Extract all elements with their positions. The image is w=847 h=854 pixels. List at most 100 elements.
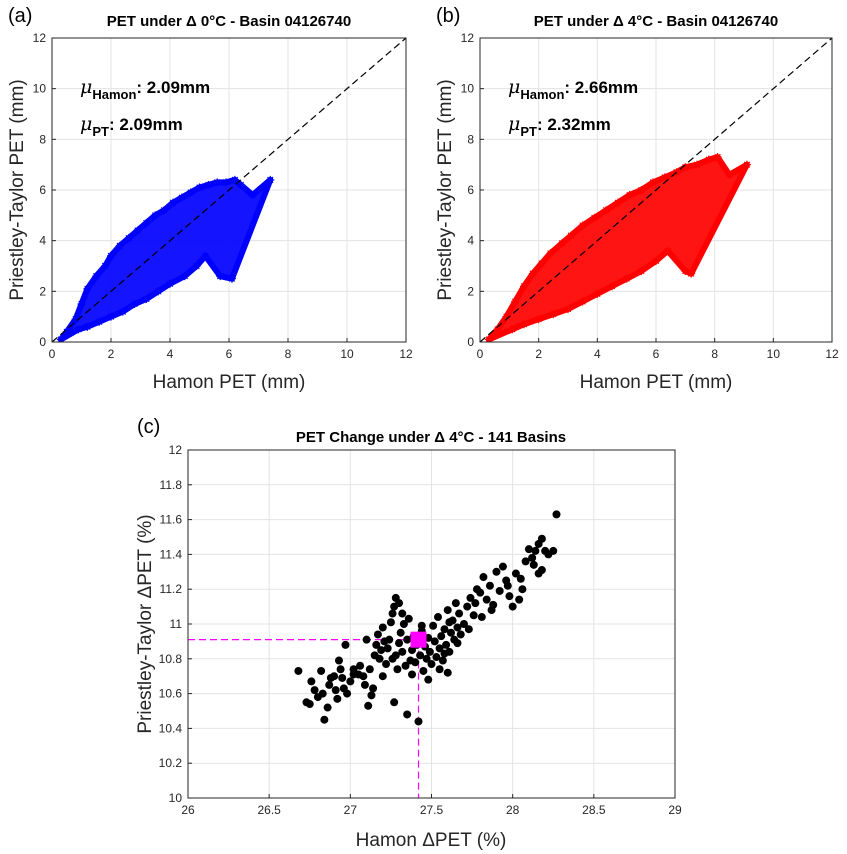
data-point <box>56 335 65 342</box>
y-tick-label: 10.8 <box>159 652 183 666</box>
y-ticks-c: 10 10.2 10.4 10.6 10.8 11 11.2 11.4 11.6 11.8 12 <box>159 443 192 805</box>
data-point <box>62 327 71 336</box>
y-tick-label: 6 <box>39 183 46 197</box>
y-tick-label: 12 <box>169 443 183 457</box>
x-tick-label: 8 <box>285 347 292 361</box>
y-tick-label: 10.4 <box>159 721 183 735</box>
data-point <box>333 694 342 703</box>
data-point <box>453 623 462 632</box>
scatter-series-b <box>484 153 751 342</box>
y-axis-label-c: Priestley-Taylor ΔPET (%) <box>135 514 156 733</box>
y-ticks-a: 0 2 4 6 8 10 12 <box>33 31 56 349</box>
data-point <box>663 246 672 255</box>
data-point <box>459 620 468 628</box>
data-point <box>484 335 493 342</box>
data-point <box>388 609 397 618</box>
data-point <box>456 630 465 639</box>
data-point <box>416 651 425 660</box>
data-point <box>142 294 151 303</box>
y-tick-label: 10 <box>461 82 475 96</box>
panel-b: (b) PET under Δ 4°C - Basin 04126740 0 2 4… <box>435 5 839 393</box>
data-point <box>338 673 347 682</box>
chart-title-a: PET under Δ 0°C - Basin 04126740 <box>107 13 351 30</box>
panel-label-a: (a) <box>8 5 32 27</box>
data-point <box>310 686 319 695</box>
data-point <box>479 573 488 582</box>
data-point <box>398 609 407 618</box>
data-point <box>385 635 394 644</box>
data-point <box>693 160 702 169</box>
data-point <box>505 592 514 601</box>
data-point <box>377 646 386 655</box>
data-point <box>564 305 572 314</box>
data-point <box>408 646 417 655</box>
data-point <box>704 155 713 164</box>
data-point <box>528 553 537 562</box>
data-point <box>424 675 433 684</box>
x-tick-label: 12 <box>399 347 413 361</box>
data-point <box>482 595 491 604</box>
y-axis-label-a: Priestley-Taylor PET (mm) <box>7 79 28 300</box>
point-cloud <box>485 154 750 342</box>
data-point <box>469 611 478 620</box>
data-point <box>151 211 160 220</box>
data-point <box>524 545 533 554</box>
x-tick-label: 6 <box>226 347 233 361</box>
data-point <box>520 282 528 291</box>
data-point <box>403 710 412 719</box>
data-point <box>401 661 410 670</box>
data-point <box>192 262 201 270</box>
data-point <box>230 175 239 184</box>
data-point <box>742 160 751 169</box>
data-point <box>453 639 462 648</box>
data-point <box>476 588 485 597</box>
data-point <box>124 234 133 243</box>
data-point <box>398 647 407 656</box>
data-point <box>549 310 558 319</box>
y-tick-label: 11 <box>170 617 183 631</box>
data-point <box>382 660 391 669</box>
x-tick-label: 10 <box>340 347 354 361</box>
data-point <box>419 666 428 675</box>
y-tick-label: 8 <box>467 132 474 146</box>
data-point <box>637 267 646 276</box>
mean-pt-a: μPT: 2.09mm <box>80 113 183 139</box>
x-tick-label: 27.5 <box>420 803 444 817</box>
data-point <box>471 599 480 608</box>
y-tick-label: 6 <box>467 183 474 197</box>
data-point <box>83 284 92 293</box>
data-point <box>529 560 538 569</box>
data-point <box>451 599 460 608</box>
data-point <box>115 241 124 250</box>
data-point <box>168 198 177 207</box>
scatter-series-c <box>294 510 561 726</box>
data-point <box>455 609 464 618</box>
data-point <box>511 569 520 578</box>
mean-hamon-b: μHamon: 2.66mm <box>508 76 638 102</box>
data-point <box>713 153 722 162</box>
data-point <box>359 672 368 681</box>
data-point <box>356 661 365 670</box>
chart-title-b: PET under Δ 4°C - Basin 04126740 <box>534 13 778 30</box>
data-point <box>349 670 358 679</box>
data-point <box>388 654 397 663</box>
data-point <box>204 180 213 189</box>
data-point <box>364 701 373 710</box>
data-point <box>508 602 517 611</box>
data-point <box>386 618 395 627</box>
y-tick-label: 10 <box>33 82 47 96</box>
x-tick-label: 28.5 <box>582 803 606 817</box>
data-point <box>520 320 528 329</box>
data-point <box>435 644 444 653</box>
data-point <box>166 279 174 288</box>
data-point <box>502 312 511 321</box>
data-point <box>201 251 210 260</box>
data-point <box>493 325 502 334</box>
reference-line-a <box>51 37 407 343</box>
data-point <box>373 630 382 639</box>
x-tick-label: 8 <box>711 347 718 361</box>
x-tick-label: 0 <box>477 347 484 361</box>
data-point <box>334 656 343 665</box>
panel-a: (a) PET under Δ 0°C - Basin 04126740 0 2 4… <box>7 5 413 393</box>
